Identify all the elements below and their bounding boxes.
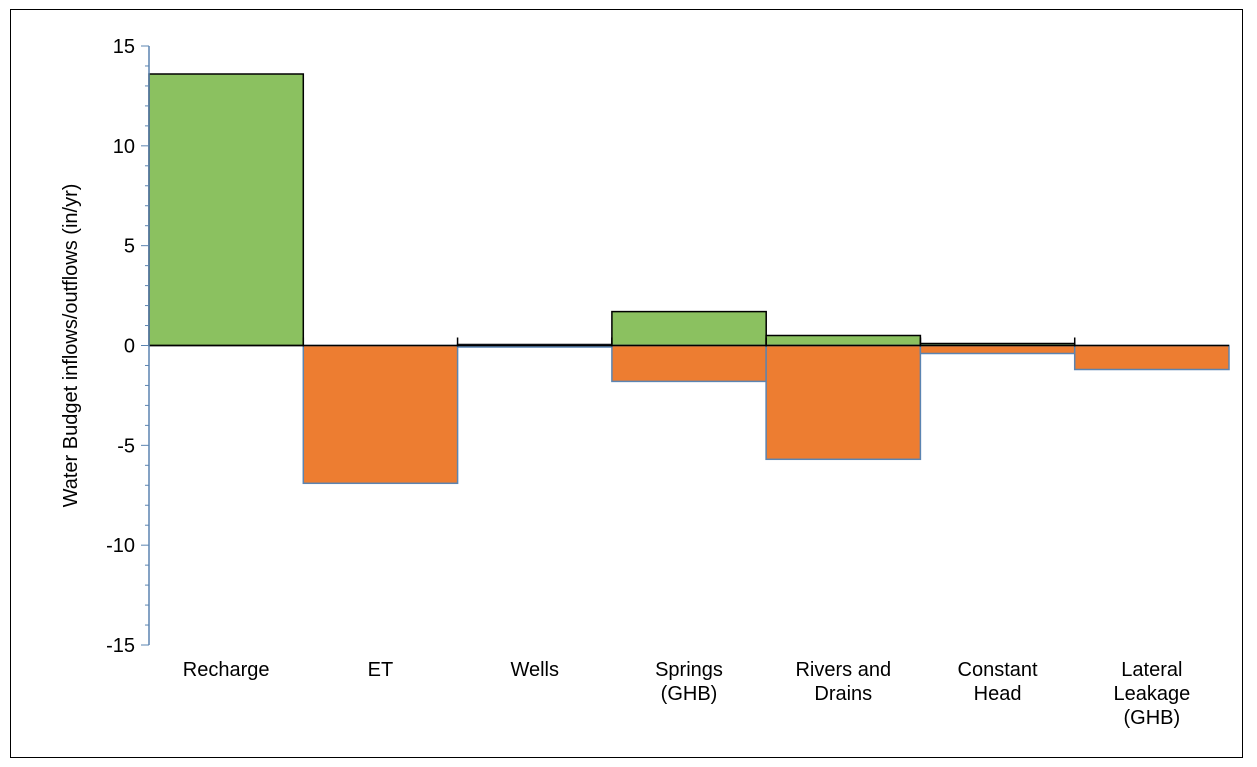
y-tick-label--10: -10 (106, 535, 135, 557)
category-label-3: Springs (GHB) (655, 659, 723, 705)
water-budget-chart: 15 10 5 0 -5 -10 -15 Water Budget inflows/outfl… (60, 36, 1230, 729)
category-label-6: Lateral Leakage (GHB) (1113, 659, 1190, 729)
inflow-bar-3 (611, 310, 767, 347)
category-label-5: Constant Head (958, 659, 1038, 705)
y-tick-label--15: -15 (106, 635, 135, 657)
outflow-bar-4 (765, 344, 922, 461)
y-tick-label-10: 10 (113, 136, 135, 158)
category-label-1: ET (368, 659, 394, 681)
y-tick-label--5: -5 (117, 435, 135, 457)
category-label-4: Rivers and Drains (795, 659, 891, 705)
chart-frame: 15 10 5 0 -5 -10 -15 Water Budget inflows/outfl… (10, 9, 1243, 758)
y-axis-title: Water Budget inflows/outflows (in/yr) (60, 184, 82, 508)
outflow-bar-6 (1073, 344, 1230, 371)
inflow-bar-0 (148, 73, 305, 347)
inflow-bar-4 (765, 334, 922, 347)
category-label-2: Wells (510, 659, 559, 681)
y-tick-label-5: 5 (124, 236, 135, 258)
outflow-bar-3 (611, 344, 767, 383)
y-tick-label-15: 15 (113, 36, 135, 58)
outflow-bar-5 (919, 344, 1076, 355)
outflow-bar-1 (302, 344, 459, 485)
category-label-0: Recharge (183, 659, 270, 681)
y-tick-label-0: 0 (124, 336, 135, 358)
